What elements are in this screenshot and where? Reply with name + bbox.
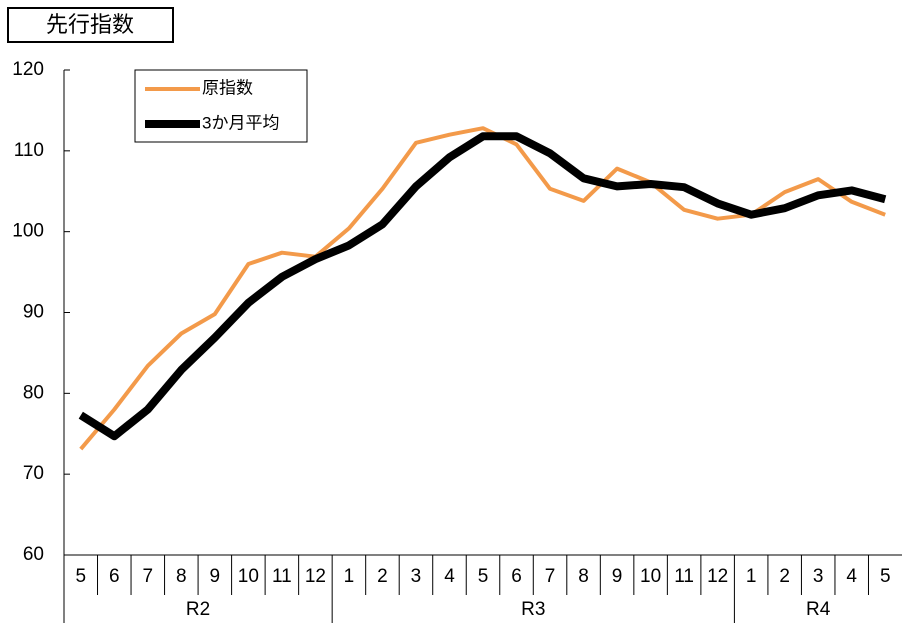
chart-title: 先行指数 <box>46 12 134 37</box>
x-tick-label: 8 <box>578 566 589 587</box>
x-tick-label: 5 <box>75 566 86 587</box>
x-tick-label: 3 <box>411 566 422 587</box>
legend-box <box>134 69 308 143</box>
x-tick-label: 10 <box>238 566 259 587</box>
x-tick-label: 4 <box>444 566 455 587</box>
x-tick-label: 1 <box>344 566 355 587</box>
group-label: R2 <box>186 599 210 620</box>
x-tick-label: 4 <box>846 566 857 587</box>
series-line <box>78 132 887 441</box>
x-tick-label: 9 <box>210 566 221 587</box>
legend-label: 原指数 <box>202 78 253 97</box>
y-tick-label: 70 <box>23 463 44 484</box>
x-tick-label: 6 <box>511 566 522 587</box>
legend-label: 3か月平均 <box>202 113 279 132</box>
x-tick-label: 1 <box>746 566 757 587</box>
x-tick-label: 10 <box>640 566 661 587</box>
x-tick-label: 9 <box>612 566 623 587</box>
group-label: R3 <box>521 599 545 620</box>
y-tick-label: 120 <box>12 59 44 80</box>
y-tick-label: 110 <box>14 140 44 161</box>
y-tick-label: 60 <box>23 544 44 565</box>
y-tick-label: 90 <box>23 302 44 323</box>
x-tick-label: 12 <box>305 566 326 587</box>
title-box <box>7 7 174 43</box>
x-tick-label: 7 <box>545 566 556 587</box>
x-tick-label: 2 <box>377 566 388 587</box>
x-tick-label: 5 <box>880 566 891 587</box>
x-tick-label: 11 <box>674 566 694 587</box>
x-tick-label: 6 <box>109 566 120 587</box>
x-tick-label: 3 <box>813 566 824 587</box>
y-tick-label: 100 <box>12 221 44 242</box>
x-tick-label: 8 <box>176 566 187 587</box>
group-label: R4 <box>806 599 831 620</box>
series-line <box>79 126 886 451</box>
x-tick-label: 2 <box>779 566 790 587</box>
y-tick-label: 80 <box>23 382 44 403</box>
x-tick-label: 5 <box>478 566 489 587</box>
x-tick-label: 11 <box>272 566 292 587</box>
x-tick-label: 12 <box>707 566 728 587</box>
x-tick-label: 7 <box>143 566 154 587</box>
